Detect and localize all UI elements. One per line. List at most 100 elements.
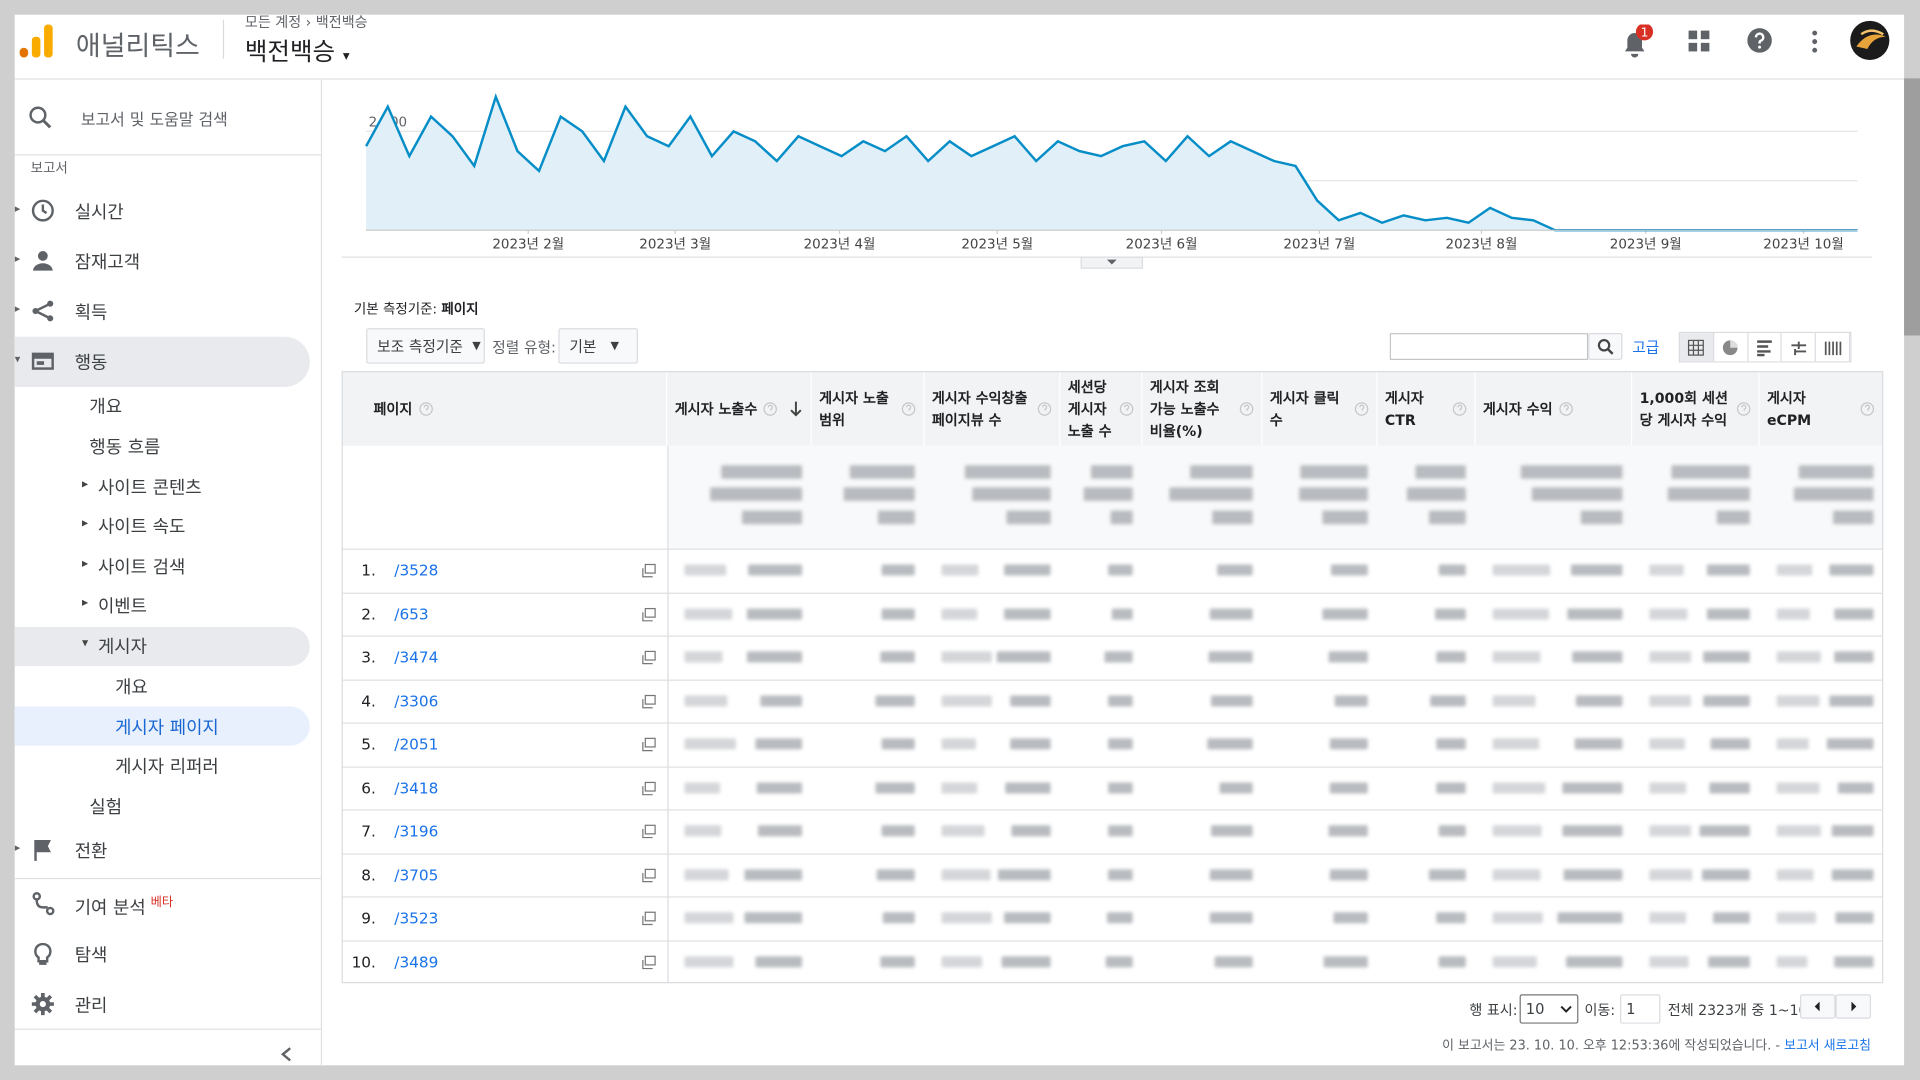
refresh-link[interactable]: 보고서 새로고침 [1784,1038,1872,1054]
breadcrumb[interactable]: 모든 계정 › 백전백승 [244,14,368,31]
nav-item[interactable]: 탐색 [74,946,108,967]
page-link[interactable]: /2051 [394,734,439,754]
page-link[interactable]: /653 [394,604,429,623]
more-icon[interactable] [1810,28,1820,55]
nav-item[interactable]: 사이트 속도 [97,517,186,538]
open-page-icon[interactable] [642,911,657,926]
notifications[interactable]: 1 [1619,24,1656,58]
nav-item[interactable]: 이벤트 [97,597,147,618]
blurred-value [941,651,992,663]
column-header[interactable]: 게시자 CTR [1377,371,1476,446]
column-title: 게시자 노출수 [674,399,758,417]
page-link[interactable]: /3418 [394,778,439,797]
help-icon[interactable] [1746,27,1773,54]
open-page-icon[interactable] [642,694,657,709]
blurred-value [1208,651,1253,663]
nav-item[interactable]: 실험 [89,798,123,818]
nav-item[interactable]: 게시자 [97,637,147,658]
view-option[interactable] [1680,333,1715,362]
column-header[interactable]: 게시자 수익 [1475,371,1633,446]
nav-item[interactable]: 잠재고객 [74,253,141,274]
column-header[interactable]: 게시자 노출수 [667,371,812,446]
table-search-button[interactable] [1588,333,1623,360]
nav-item[interactable]: 개요 [89,397,123,418]
page-link[interactable]: /3474 [394,647,439,667]
column-header[interactable]: 게시자 eCPM [1759,371,1884,446]
next-page[interactable] [1835,994,1872,1019]
help-icon[interactable] [418,401,433,416]
app-name: 애널리틱스 [75,31,200,63]
breadcrumb-property[interactable]: 백전백승 [315,14,368,31]
primary-dimension-value[interactable]: 페이지 [441,301,479,318]
open-page-icon[interactable] [642,607,657,622]
help-icon[interactable] [1354,401,1369,416]
open-page-icon[interactable] [642,563,657,578]
scrollbar-thumb[interactable] [1904,78,1920,336]
breadcrumb-account[interactable]: 모든 계정 [244,14,302,31]
column-header[interactable]: 세션당 게시자 노출 수 [1060,371,1143,446]
page-link[interactable]: /3528 [394,560,439,580]
blurred-value [684,607,733,619]
nav-item[interactable]: 획득 [74,303,108,324]
property-selector[interactable]: 백전백승 ▾ [244,36,350,67]
help-icon[interactable] [1860,401,1875,416]
open-page-icon[interactable] [642,954,657,969]
sort-type-button[interactable]: 기본 ▼ [558,328,638,364]
open-page-icon[interactable] [642,781,657,796]
logo[interactable] [18,21,55,60]
help-icon[interactable] [1559,401,1574,416]
page-link[interactable]: /3196 [394,821,439,840]
avatar[interactable] [1849,20,1891,62]
view-option[interactable] [1748,333,1783,362]
nav-item[interactable]: 실시간 [74,203,124,223]
open-page-icon[interactable] [642,650,657,665]
blurred-value [1436,651,1466,663]
help-icon[interactable] [763,401,778,416]
table-search-input[interactable] [1389,333,1589,360]
nav-item[interactable]: 사이트 콘텐츠 [97,478,202,499]
nav-item[interactable]: 관리 [74,996,108,1017]
help-icon[interactable] [1452,401,1467,416]
prev-page[interactable] [1800,994,1836,1019]
show-rows-select[interactable]: 10 [1519,994,1579,1024]
view-option[interactable] [1714,333,1749,362]
help-icon[interactable] [1736,401,1751,416]
nav-item[interactable]: 게시자 페이지 [115,718,219,739]
view-option[interactable] [1816,333,1851,362]
column-header[interactable]: 게시자 노출 범위 [811,371,925,446]
sidebar-search[interactable]: 보고서 및 도움말 검색 [80,111,228,130]
page-link[interactable]: /3523 [394,908,439,927]
goto-input[interactable]: 1 [1620,994,1661,1024]
page-link[interactable]: /3489 [394,952,439,971]
blurred-value [1649,738,1685,750]
help-icon[interactable] [1239,401,1254,416]
open-page-icon[interactable] [642,868,657,883]
nav-item[interactable]: 행동 [74,353,108,374]
blurred-value [1209,912,1253,924]
nav-item[interactable]: 기여 분석 베타 [74,896,174,919]
blurred-value [941,607,977,619]
nav-item[interactable]: 행동 흐름 [89,438,161,458]
column-header[interactable]: 1,000회 세션당 게시자 수익 [1632,371,1760,446]
help-icon[interactable] [1119,401,1134,416]
column-header[interactable]: 게시자 클릭수 [1262,371,1378,446]
nav-item[interactable]: 개요 [115,678,148,698]
column-header[interactable]: 게시자 수익창출 페이지뷰 수 [924,371,1061,446]
page-link[interactable]: /3306 [394,691,439,710]
help-icon[interactable] [1037,401,1052,416]
nav-highlight [14,626,310,667]
page-link[interactable]: /3705 [394,865,439,884]
open-page-icon[interactable] [642,737,657,752]
apps-icon[interactable] [1687,29,1711,53]
help-icon[interactable] [901,401,916,416]
nav-item[interactable]: 사이트 검색 [97,558,186,578]
column-header[interactable]: 게시자 조회 가능 노출수 비율(%) [1142,371,1263,446]
column-header[interactable]: 페이지 [341,371,668,446]
open-page-icon[interactable] [642,824,657,839]
nav-item[interactable]: 전환 [74,842,108,863]
secondary-dimension-button[interactable]: 보조 측정기준 ▼ [366,328,485,364]
nav-item[interactable]: 게시자 리퍼러 [115,757,219,778]
collapse-sidebar[interactable] [279,1046,294,1063]
view-option[interactable] [1782,333,1817,362]
advanced-link[interactable]: 고급 [1632,339,1660,357]
